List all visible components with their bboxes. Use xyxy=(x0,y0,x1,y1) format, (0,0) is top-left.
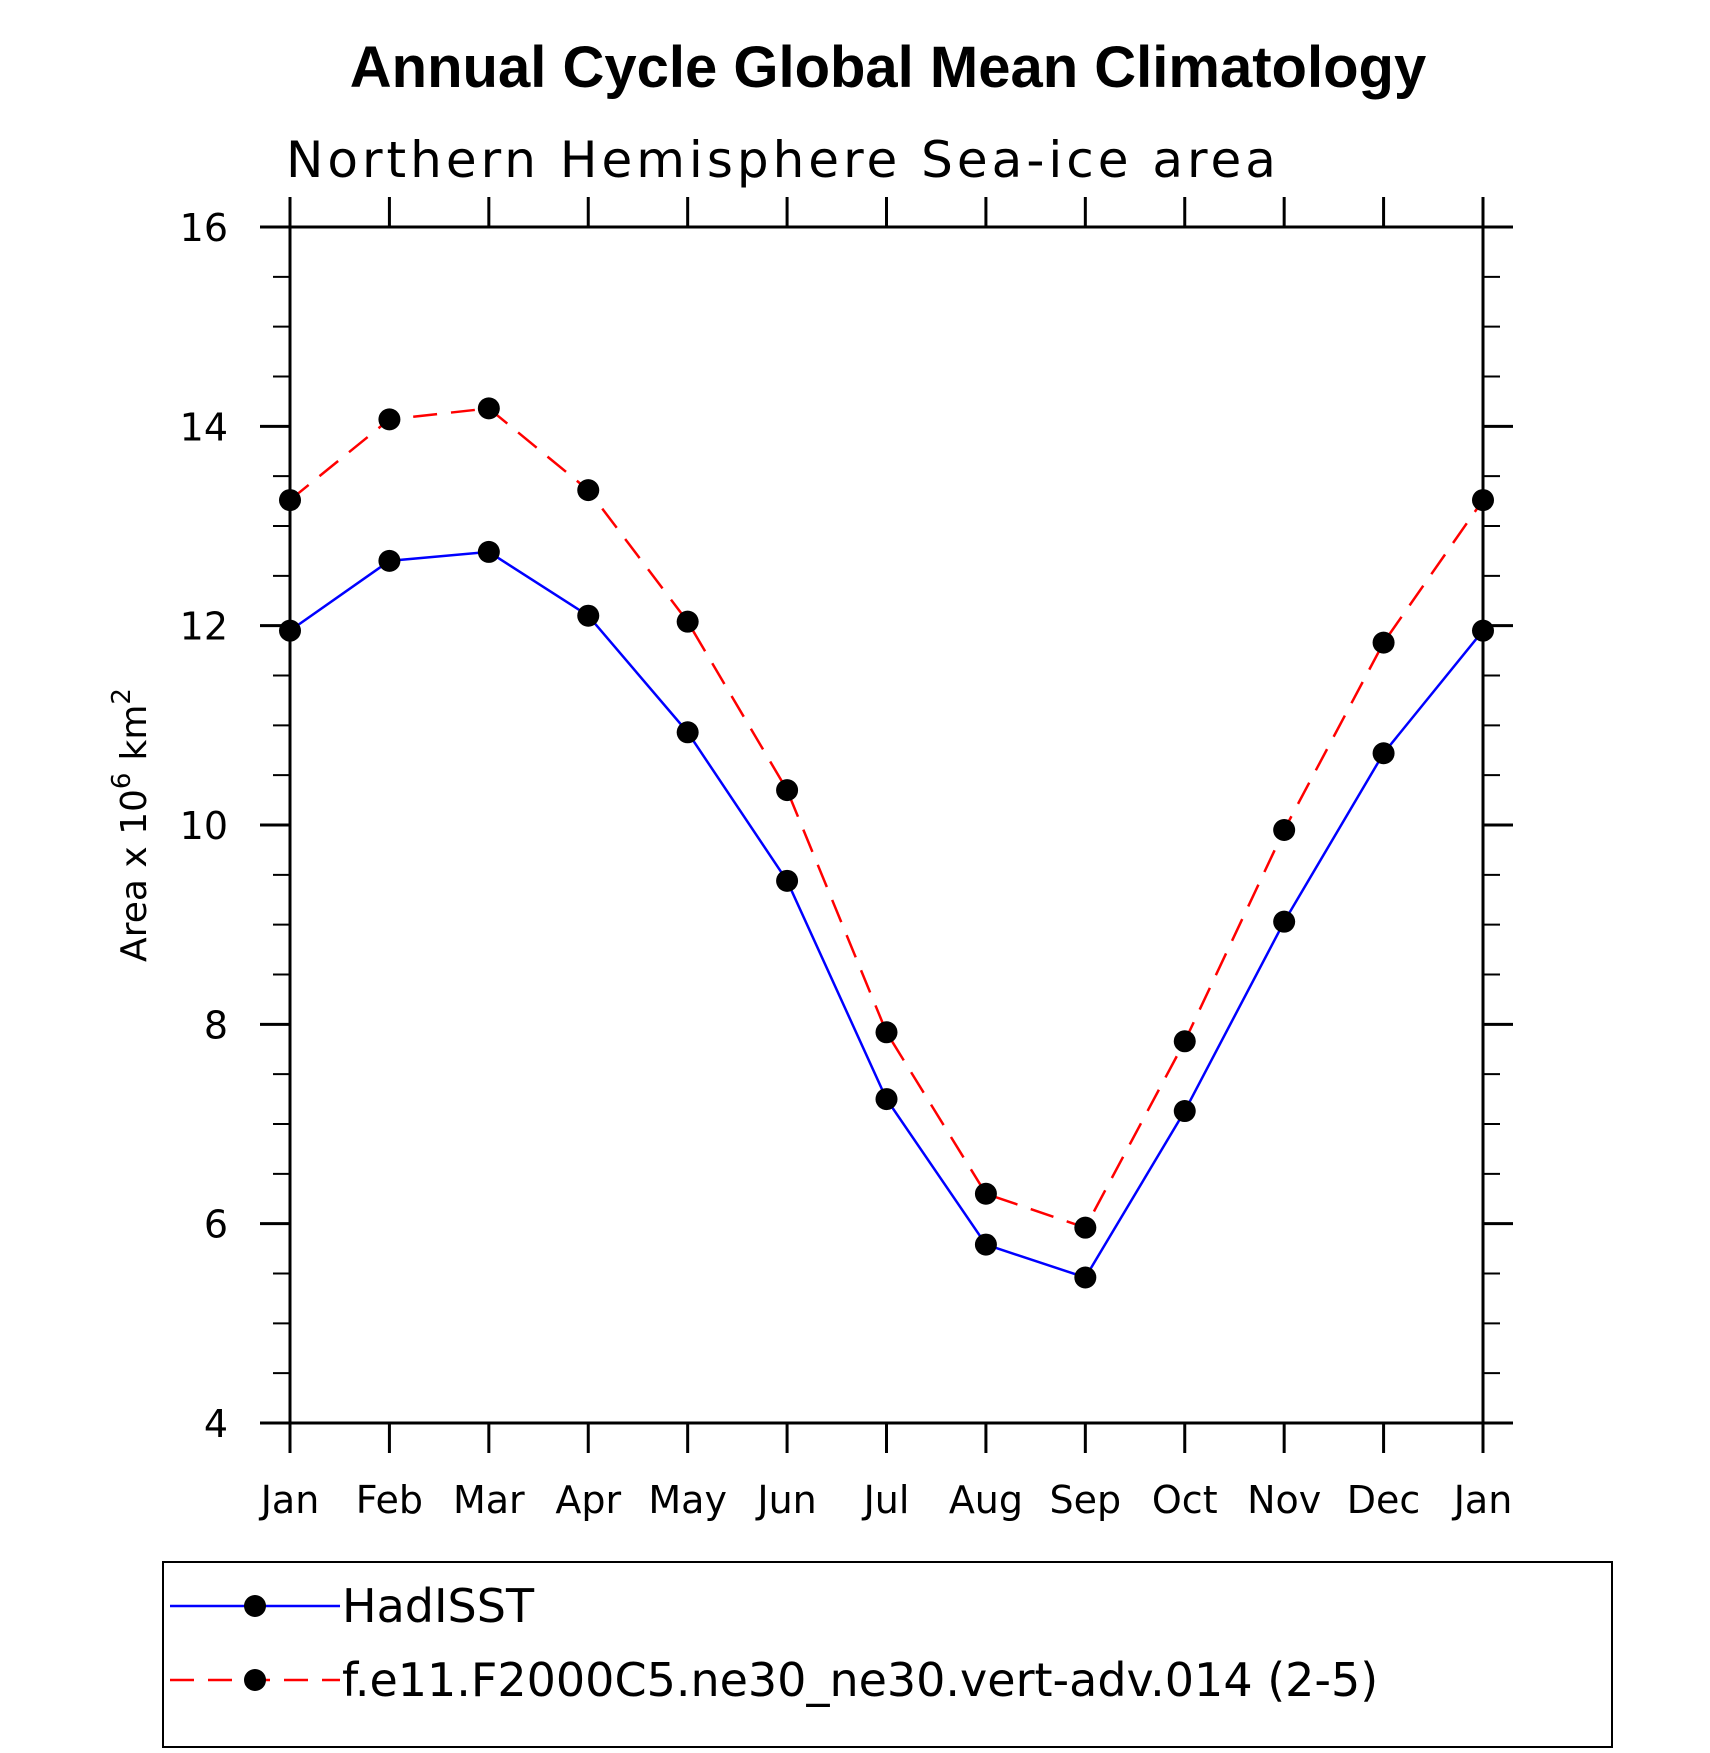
data-point xyxy=(477,397,500,420)
y-tick-label: 14 xyxy=(180,405,228,449)
data-point xyxy=(776,869,799,892)
x-tick-label: Sep xyxy=(1050,1478,1122,1522)
plot-frame xyxy=(288,225,1485,1425)
data-point xyxy=(1372,742,1395,765)
x-tick-label: Oct xyxy=(1152,1478,1218,1522)
data-point xyxy=(577,604,600,627)
data-point xyxy=(875,1088,898,1111)
axis-ticks xyxy=(260,197,1513,1453)
data-point xyxy=(676,610,699,633)
series-hadisst xyxy=(279,540,1494,1289)
x-tick-label: Feb xyxy=(356,1478,423,1522)
data-point xyxy=(477,540,500,563)
chart-subtitle: Northern Hemisphere Sea-ice area xyxy=(286,131,1280,189)
legend-box xyxy=(162,1561,1613,1748)
legend-label-hadisst: HadISST xyxy=(342,1579,535,1633)
data-point xyxy=(577,479,600,502)
chart-title: Annual Cycle Global Mean Climatology xyxy=(350,35,1426,100)
data-point xyxy=(676,721,699,744)
data-point xyxy=(1273,910,1296,933)
x-tick-label: May xyxy=(648,1478,727,1522)
data-point xyxy=(776,779,799,802)
series-layer xyxy=(279,397,1494,1289)
legend-marker-hadisst xyxy=(244,1595,266,1617)
data-point xyxy=(279,619,301,642)
x-tick-labels: Jan Feb Mar Apr May Jun Jul Aug Sep Oct Nov Dec Jan xyxy=(259,1478,1513,1522)
y-axis-label-exponent: 6 xyxy=(107,773,137,790)
data-point xyxy=(974,1233,997,1256)
y-tick-label: 8 xyxy=(204,1003,228,1047)
y-tick-labels: 4 6 8 10 12 14 16 xyxy=(180,206,228,1446)
data-point xyxy=(1074,1266,1097,1289)
y-axis-label-base: Area x 10 xyxy=(114,789,155,962)
data-point xyxy=(1372,631,1395,654)
legend-marker-model xyxy=(244,1669,266,1691)
x-tick-label: Mar xyxy=(453,1478,525,1522)
y-tick-label: 6 xyxy=(204,1203,228,1247)
x-tick-label: Nov xyxy=(1247,1478,1321,1522)
x-tick-label: Jun xyxy=(755,1478,816,1522)
y-tick-label: 12 xyxy=(180,605,228,649)
data-point xyxy=(1173,1100,1196,1123)
y-axis-label-unit: km xyxy=(114,705,155,761)
x-tick-label: Apr xyxy=(555,1478,621,1522)
y-tick-label: 4 xyxy=(204,1402,228,1446)
y-tick-label: 16 xyxy=(180,206,228,250)
data-point xyxy=(1074,1216,1097,1239)
y-axis-label-unit-exponent: 2 xyxy=(107,688,137,705)
legend: HadISST f.e11.F2000C5.ne30_ne30.vert-adv… xyxy=(162,1561,1613,1748)
x-tick-label: Aug xyxy=(949,1478,1023,1522)
x-tick-label: Dec xyxy=(1347,1478,1421,1522)
series-model xyxy=(279,397,1494,1239)
data-point xyxy=(378,408,401,431)
y-axis-label: Area x 106 km2 xyxy=(107,688,155,962)
data-point xyxy=(1273,818,1296,841)
data-point xyxy=(279,489,301,512)
plot-border xyxy=(288,225,1485,1425)
legend-label-model: f.e11.F2000C5.ne30_ne30.vert-adv.014 (2-… xyxy=(342,1653,1378,1707)
x-tick-label: Jul xyxy=(862,1478,910,1522)
data-point xyxy=(1472,489,1494,512)
x-tick-label: Jan xyxy=(259,1478,320,1522)
y-tick-label: 10 xyxy=(180,804,228,848)
data-point xyxy=(974,1182,997,1205)
data-point xyxy=(1173,1030,1196,1053)
data-point xyxy=(875,1021,898,1044)
data-point xyxy=(1472,619,1494,642)
series-line xyxy=(289,550,1484,1279)
x-tick-label: Jan xyxy=(1452,1478,1513,1522)
data-point xyxy=(378,549,401,572)
